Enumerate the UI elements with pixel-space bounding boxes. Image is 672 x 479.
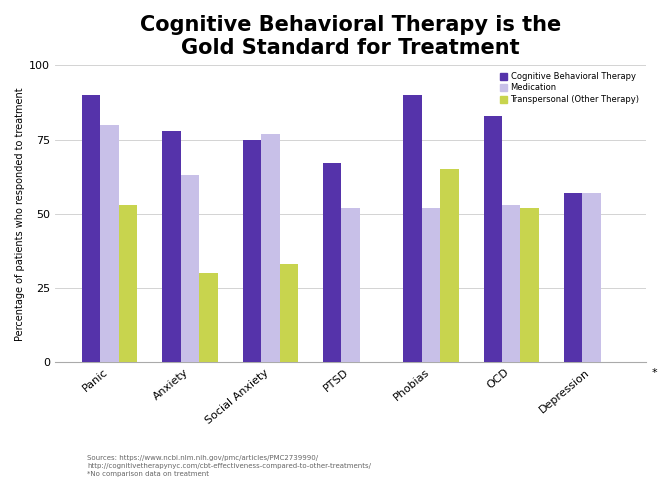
Bar — [341, 208, 360, 363]
Bar — [440, 169, 458, 363]
Bar — [261, 134, 280, 363]
Bar — [199, 273, 218, 363]
Bar — [280, 264, 298, 363]
Bar — [82, 95, 100, 363]
Bar — [502, 205, 521, 363]
Legend: Cognitive Behavioral Therapy, Medication, Transpersonal (Other Therapy): Cognitive Behavioral Therapy, Medication… — [497, 69, 642, 106]
Bar — [422, 208, 440, 363]
Bar — [100, 125, 119, 363]
Title: Cognitive Behavioral Therapy is the
Gold Standard for Treatment: Cognitive Behavioral Therapy is the Gold… — [140, 15, 561, 58]
Bar — [484, 116, 502, 363]
Y-axis label: Percentage of patients who responded to treatment: Percentage of patients who responded to … — [15, 87, 25, 341]
Bar — [403, 95, 422, 363]
Bar — [243, 139, 261, 363]
Bar — [564, 193, 583, 363]
Bar — [583, 193, 601, 363]
Bar — [119, 205, 137, 363]
Bar — [162, 131, 181, 363]
Text: *: * — [652, 368, 658, 378]
Bar — [521, 208, 539, 363]
Bar — [181, 175, 199, 363]
Bar — [323, 163, 341, 363]
Text: Sources: https://www.ncbi.nlm.nih.gov/pmc/articles/PMC2739990/
http://cognitivet: Sources: https://www.ncbi.nlm.nih.gov/pm… — [87, 455, 372, 477]
